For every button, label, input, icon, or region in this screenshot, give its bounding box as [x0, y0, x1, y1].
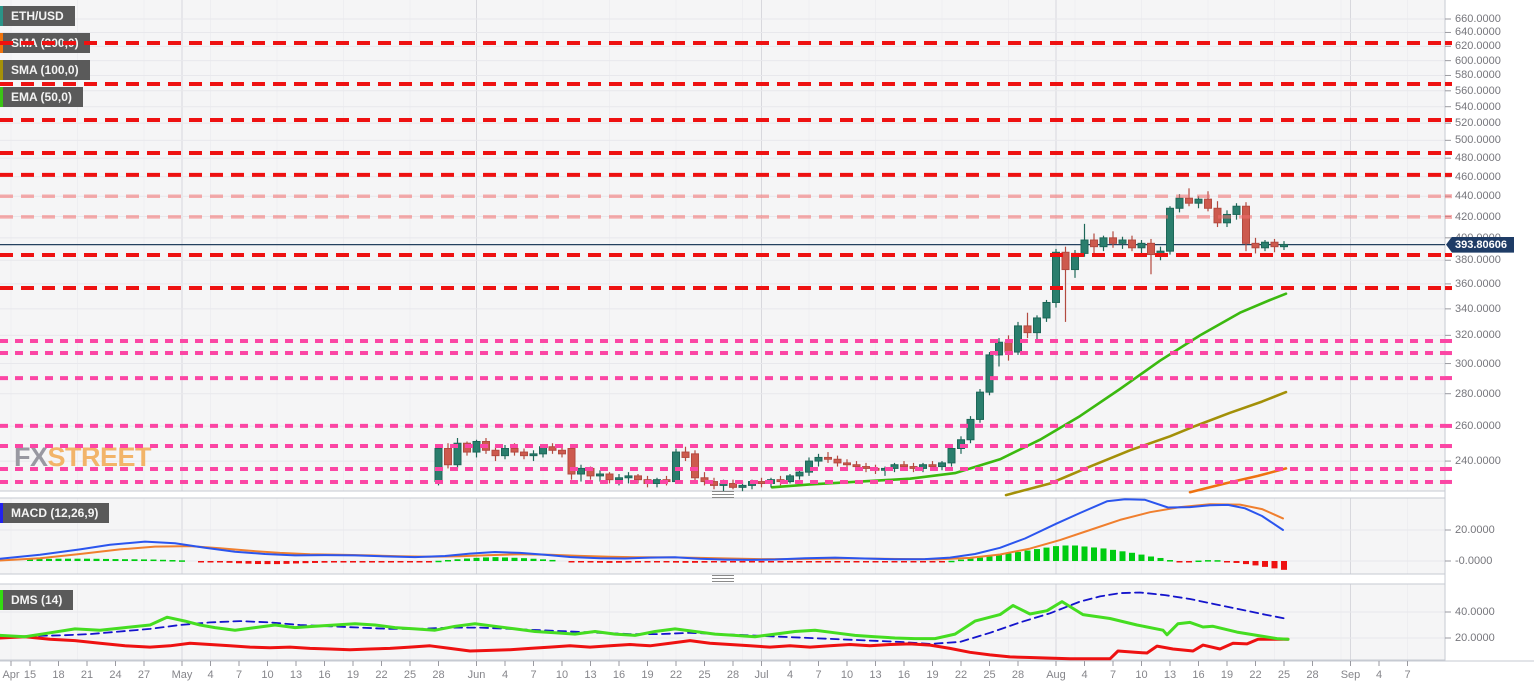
price-axis-label: 460.0000 [1455, 170, 1501, 183]
time-axis-label: 7 [530, 669, 537, 681]
time-axis-label: 25 [698, 669, 711, 681]
price-axis-label: 480.0000 [1455, 152, 1501, 165]
price-axis-label: 300.0000 [1455, 357, 1501, 370]
dms-axis-label-40: 40.0000 [1455, 606, 1495, 618]
time-axis-label: 13 [869, 669, 882, 681]
price-axis-label: 320.0000 [1455, 329, 1501, 342]
time-axis-label: 16 [612, 669, 626, 681]
time-axis-label: 25 [1277, 669, 1291, 681]
time-axis-label: 10 [555, 669, 569, 681]
time-axis-label: 19 [926, 669, 939, 681]
time-axis-label: 22 [954, 669, 968, 681]
time-axis-label: 7 [235, 669, 243, 681]
dms-axis-label-20: 20.0000 [1455, 632, 1495, 644]
time-axis-label: 28 [1011, 669, 1025, 681]
time-axis-label: 22 [375, 669, 388, 681]
macd-axis-label-0: -0.0000 [1455, 555, 1493, 567]
symbol-badge[interactable]: ETH/USD [0, 6, 75, 26]
indicator-badge-sma200[interactable]: SMA (200,0) [0, 33, 90, 53]
time-axis-label: 21 [80, 669, 94, 681]
time-axis-label: 4 [207, 669, 214, 681]
time-axis-label: 4 [1375, 669, 1383, 681]
price-axis-label: 520.0000 [1455, 117, 1501, 130]
time-axis-label: 10 [261, 669, 274, 681]
panel-resize-handle-icon[interactable] [712, 575, 734, 582]
time-axis-label: 27 [137, 669, 151, 681]
price-axis-label: 440.0000 [1455, 190, 1501, 203]
price-axis-label: 500.0000 [1455, 134, 1501, 147]
macd-axis-label-20: 20.0000 [1455, 524, 1495, 536]
price-axis-label: 380.0000 [1455, 254, 1501, 267]
time-axis-label: Apr [2, 669, 20, 681]
time-axis-label: 13 [584, 669, 597, 681]
time-axis-label: 7 [1404, 669, 1411, 681]
price-axis-label: 580.0000 [1455, 69, 1501, 82]
time-axis-label: May [171, 669, 193, 681]
indicator-badge-dms[interactable]: DMS (14) [0, 590, 74, 610]
time-axis-label: 13 [1163, 669, 1177, 681]
price-axis-label: 620.0000 [1455, 40, 1501, 53]
price-axis-label: 260.0000 [1455, 420, 1501, 433]
price-axis-label: 240.0000 [1455, 455, 1501, 468]
time-axis-label: 22 [669, 669, 683, 681]
time-axis-label: 4 [786, 669, 794, 681]
time-axis-label: 16 [897, 669, 911, 681]
price-axis-label: 420.0000 [1455, 210, 1501, 223]
time-axis-label: 7 [815, 669, 822, 681]
price-axis-label: 540.0000 [1455, 100, 1501, 113]
current-price-badge: 393.80606 [1446, 236, 1514, 253]
time-axis-label: 4 [1081, 669, 1088, 681]
indicator-badge-macd[interactable]: MACD (12,26,9) [0, 503, 110, 523]
time-axis-label: 4 [501, 669, 509, 681]
time-axis-label: 25 [403, 669, 417, 681]
price-axis-label: 640.0000 [1455, 26, 1501, 39]
time-axis-label: 22 [1249, 669, 1262, 681]
time-axis-label: Jul [754, 669, 769, 681]
price-axis-label: 280.0000 [1455, 387, 1501, 400]
time-axis-label: 28 [432, 669, 445, 681]
time-axis-label: 16 [1192, 669, 1205, 681]
time-axis-label: 15 [23, 669, 37, 681]
time-axis-label: Jun [467, 669, 486, 681]
time-axis-label: 16 [318, 669, 331, 681]
time-axis-label: 28 [726, 669, 740, 681]
time-axis-label: 18 [52, 669, 65, 681]
time-axis-label: 10 [840, 669, 854, 681]
time-axis-label: 25 [983, 669, 996, 681]
time-axis-label: 13 [289, 669, 303, 681]
fxstreet-watermark: FXSTREET [14, 442, 152, 472]
price-axis-label: 360.0000 [1455, 277, 1501, 290]
time-axis-label: 19 [1220, 669, 1234, 681]
indicator-badge-sma100[interactable]: SMA (100,0) [0, 60, 90, 80]
price-axis-label: 600.0000 [1455, 54, 1501, 67]
price-axis-label: 660.0000 [1455, 13, 1501, 25]
price-axis-label: 560.0000 [1455, 84, 1501, 97]
time-axis-label: 19 [641, 669, 654, 681]
time-axis-label: 10 [1135, 669, 1148, 681]
indicator-badge-ema50[interactable]: EMA (50,0) [0, 87, 83, 107]
time-axis-label: 19 [346, 669, 360, 681]
time-axis-label: 24 [109, 669, 122, 681]
price-axis-label: 340.0000 [1455, 302, 1501, 315]
panel-resize-handle-icon[interactable] [712, 491, 734, 498]
time-axis-label: 28 [1306, 669, 1319, 681]
time-axis-label: 7 [1109, 669, 1117, 681]
time-axis-label: Sep [1340, 669, 1361, 681]
time-axis-label: Aug [1046, 669, 1066, 681]
